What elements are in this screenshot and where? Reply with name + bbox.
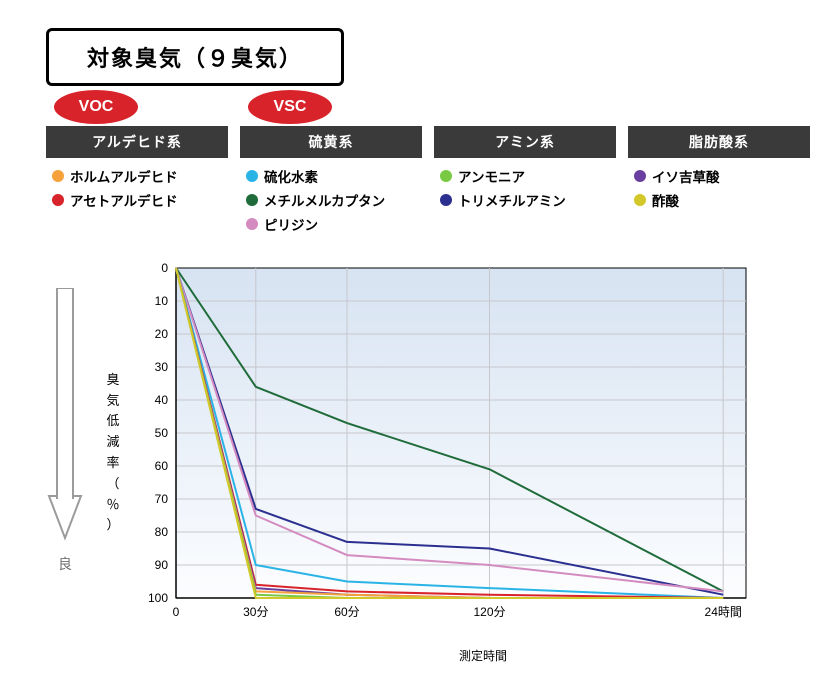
category-header: アミン系 [434,126,616,158]
x-axis-label: 測定時間 [126,647,810,664]
category-header: アルデヒド系 [46,126,228,158]
svg-text:30分: 30分 [243,605,268,619]
legend-item: イソ吉草酸 [628,164,810,188]
svg-text:50: 50 [155,426,169,440]
category-column: VSC硫黄系硫化水素メチルメルカプタンピリジン [240,112,422,236]
legend-item: アンモニア [434,164,616,188]
legend-label: アンモニア [458,166,525,186]
svg-text:24時間: 24時間 [705,605,742,619]
legend-dot-icon [440,194,452,206]
legend-dot-icon [52,194,64,206]
svg-text:10: 10 [155,294,169,308]
legend-dot-icon [52,170,64,182]
legend-dot-icon [634,170,646,182]
arrow-column: 良 [30,258,100,574]
svg-text:40: 40 [155,393,169,407]
legend-dot-icon [440,170,452,182]
category-column: VOCアルデヒド系ホルムアルデヒドアセトアルデヒド [46,112,228,236]
legend-item: ホルムアルデヒド [46,164,228,188]
legend-item: 硫化水素 [240,164,422,188]
arrow-good-label: 良 [58,554,72,574]
legend-label: イソ吉草酸 [652,166,720,186]
legend-dot-icon [246,194,258,206]
down-arrow-icon [45,288,85,548]
title-box: 対象臭気（９臭気） [46,28,344,86]
legend-label: ホルムアルデヒド [70,166,178,186]
legend-label: 硫化水素 [264,166,318,186]
svg-text:90: 90 [155,558,169,572]
svg-text:60分: 60分 [334,605,359,619]
line-chart: 0 10 20 30 40 50 60 70 80 90 100 0 30分 60分 120分 24時間 [126,258,766,638]
svg-text:70: 70 [155,492,169,506]
vsc-pill: VSC [248,90,332,124]
svg-text:120分: 120分 [473,605,505,619]
category-header: 硫黄系 [240,126,422,158]
svg-text:80: 80 [155,525,169,539]
y-axis-label: 臭気低減率（％） [100,258,126,618]
legend-label: ピリジン [264,214,318,234]
legend-item: メチルメルカプタン [240,188,422,212]
legend-label: トリメチルアミン [458,190,566,210]
category-legend: VOCアルデヒド系ホルムアルデヒドアセトアルデヒドVSC硫黄系硫化水素メチルメル… [46,112,810,236]
page-title: 対象臭気（９臭気） [87,46,303,71]
legend-item: ピリジン [240,212,422,236]
svg-text:100: 100 [148,591,168,605]
voc-pill: VOC [54,90,138,124]
category-header: 脂肪酸系 [628,126,810,158]
svg-text:30: 30 [155,360,169,374]
chart-svg-wrap: 0 10 20 30 40 50 60 70 80 90 100 0 30分 60分 120分 24時間 測定… [126,258,810,664]
legend-dot-icon [246,218,258,230]
svg-text:60: 60 [155,459,169,473]
svg-text:0: 0 [173,605,180,619]
category-column: アミン系アンモニアトリメチルアミン [434,112,616,236]
legend-label: メチルメルカプタン [264,190,385,210]
svg-text:20: 20 [155,327,169,341]
chart-wrap: 良 臭気低減率（％） 0 10 20 30 40 50 60 70 80 90 100 0 30分 60分… [30,258,810,664]
legend-dot-icon [246,170,258,182]
category-column: 脂肪酸系イソ吉草酸酢酸 [628,112,810,236]
legend-label: アセトアルデヒド [70,190,178,210]
legend-dot-icon [634,194,646,206]
legend-label: 酢酸 [652,190,679,210]
legend-item: トリメチルアミン [434,188,616,212]
legend-item: 酢酸 [628,188,810,212]
legend-item: アセトアルデヒド [46,188,228,212]
svg-text:0: 0 [161,261,168,275]
